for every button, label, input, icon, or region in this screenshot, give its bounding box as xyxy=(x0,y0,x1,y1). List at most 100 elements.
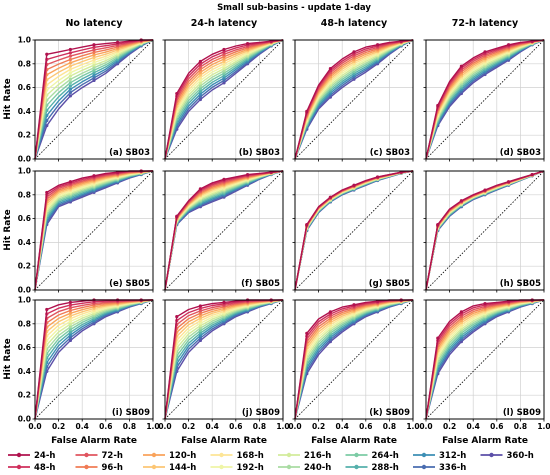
roc-point xyxy=(198,84,202,88)
legend-marker xyxy=(286,464,292,470)
legend-item-264-h: 264-h xyxy=(345,451,399,461)
no-skill-diagonal xyxy=(34,39,154,160)
x-tick-label: 0.4 xyxy=(336,422,349,431)
legend-item-96-h: 96-h xyxy=(75,463,123,473)
roc-point xyxy=(175,214,179,218)
legend-label: 360-h xyxy=(507,451,534,461)
roc-point xyxy=(376,175,380,179)
roc-point xyxy=(507,180,511,184)
roc-panel: (g) SB05 xyxy=(292,170,414,293)
roc-point xyxy=(198,92,202,96)
x-tick-label: 0.8 xyxy=(383,422,396,431)
legend-marker xyxy=(16,464,22,470)
x-tick-label: 0.0 xyxy=(158,422,171,431)
roc-point xyxy=(222,47,226,52)
panel-label: (a) SB03 xyxy=(109,148,150,158)
no-skill-diagonal xyxy=(34,170,154,291)
roc-point xyxy=(68,327,72,332)
y-tick-label: 0.0 xyxy=(18,415,31,424)
y-tick-label: 0.6 xyxy=(18,214,31,223)
roc-point xyxy=(92,53,96,57)
x-tick-label: 0.0 xyxy=(419,422,432,431)
no-skill-diagonal xyxy=(425,39,545,160)
x-tick-label: 0.2 xyxy=(52,422,65,431)
roc-point xyxy=(198,324,202,328)
roc-point xyxy=(222,55,226,59)
legend-label: 312-h xyxy=(439,451,466,461)
roc-point xyxy=(68,306,72,310)
legend-item-312-h: 312-h xyxy=(413,451,466,461)
roc-point xyxy=(198,319,202,323)
x-tick-label: 1.0 xyxy=(276,422,289,431)
roc-point xyxy=(68,336,72,340)
roc-point xyxy=(68,61,72,65)
panel-frame xyxy=(164,170,284,291)
no-skill-diagonal xyxy=(294,39,414,160)
x-tick-label: 0.6 xyxy=(99,422,112,431)
y-axis-label-row-2: Hit Rate xyxy=(3,209,13,250)
roc-point xyxy=(222,71,226,75)
roc-point xyxy=(198,331,202,335)
roc-point xyxy=(92,61,96,65)
roc-point xyxy=(68,57,72,62)
panel-frame xyxy=(425,39,545,160)
roc-point xyxy=(68,311,72,315)
y-tick-label: 1.0 xyxy=(18,36,31,45)
x-tick-label: 0.0 xyxy=(28,422,41,431)
roc-point xyxy=(68,91,72,95)
panel-frame xyxy=(294,39,414,160)
roc-point xyxy=(92,48,96,52)
roc-point xyxy=(222,76,226,80)
no-skill-diagonal xyxy=(164,299,284,420)
roc-point xyxy=(92,174,96,178)
roc-point xyxy=(68,330,72,334)
legend-marker xyxy=(286,452,292,458)
roc-point xyxy=(198,326,202,330)
roc-point xyxy=(68,308,72,313)
panel-label: (l) SB09 xyxy=(503,408,541,418)
roc-point xyxy=(68,47,72,52)
roc-point xyxy=(68,303,72,307)
column-title-1: No latency xyxy=(65,18,123,29)
roc-point xyxy=(198,65,202,69)
panel-label: (k) SB09 xyxy=(369,408,410,418)
legend-item-48-h: 48-h xyxy=(8,463,55,473)
no-skill-diagonal xyxy=(294,170,414,291)
roc-panel: 0.0 0.2 0.4 0.6 0.8 1.0 0.0 0.2 0.4 0.6 0.8 1.0 (i) … xyxy=(18,296,160,432)
no-skill-diagonal xyxy=(34,299,154,420)
roc-point xyxy=(507,43,511,47)
roc-point xyxy=(68,54,72,58)
roc-point xyxy=(198,73,202,77)
roc-point xyxy=(198,87,202,91)
roc-point xyxy=(436,336,440,340)
roc-point xyxy=(222,66,226,71)
roc-point xyxy=(68,319,72,324)
x-tick-label: 0.6 xyxy=(490,422,503,431)
roc-point xyxy=(305,331,309,335)
roc-point xyxy=(198,81,202,85)
roc-point xyxy=(222,177,226,181)
y-tick-label: 1.0 xyxy=(18,167,31,176)
legend-marker xyxy=(354,452,359,458)
roc-point xyxy=(116,40,120,44)
legend-label: 48-h xyxy=(34,463,55,473)
roc-point xyxy=(198,59,202,64)
roc-point xyxy=(198,314,202,318)
panel-label: (g) SB05 xyxy=(369,279,410,289)
y-tick-label: 1.0 xyxy=(18,296,31,305)
roc-point xyxy=(198,95,202,99)
roc-point xyxy=(92,76,96,80)
roc-point xyxy=(68,322,72,326)
x-tick-label: 0.4 xyxy=(467,422,480,431)
roc-point xyxy=(45,190,49,195)
roc-point xyxy=(376,43,380,47)
legend-label: 192-h xyxy=(237,463,264,473)
no-skill-diagonal xyxy=(164,39,284,160)
roc-point xyxy=(68,64,72,68)
legend-label: 264-h xyxy=(372,451,399,461)
legend-item-144-h: 144-h xyxy=(143,463,196,473)
roc-point xyxy=(68,300,72,304)
panel-frame xyxy=(34,299,154,420)
legend-marker xyxy=(354,464,359,470)
figure-title: Small sub-basins - update 1-day xyxy=(217,3,371,13)
